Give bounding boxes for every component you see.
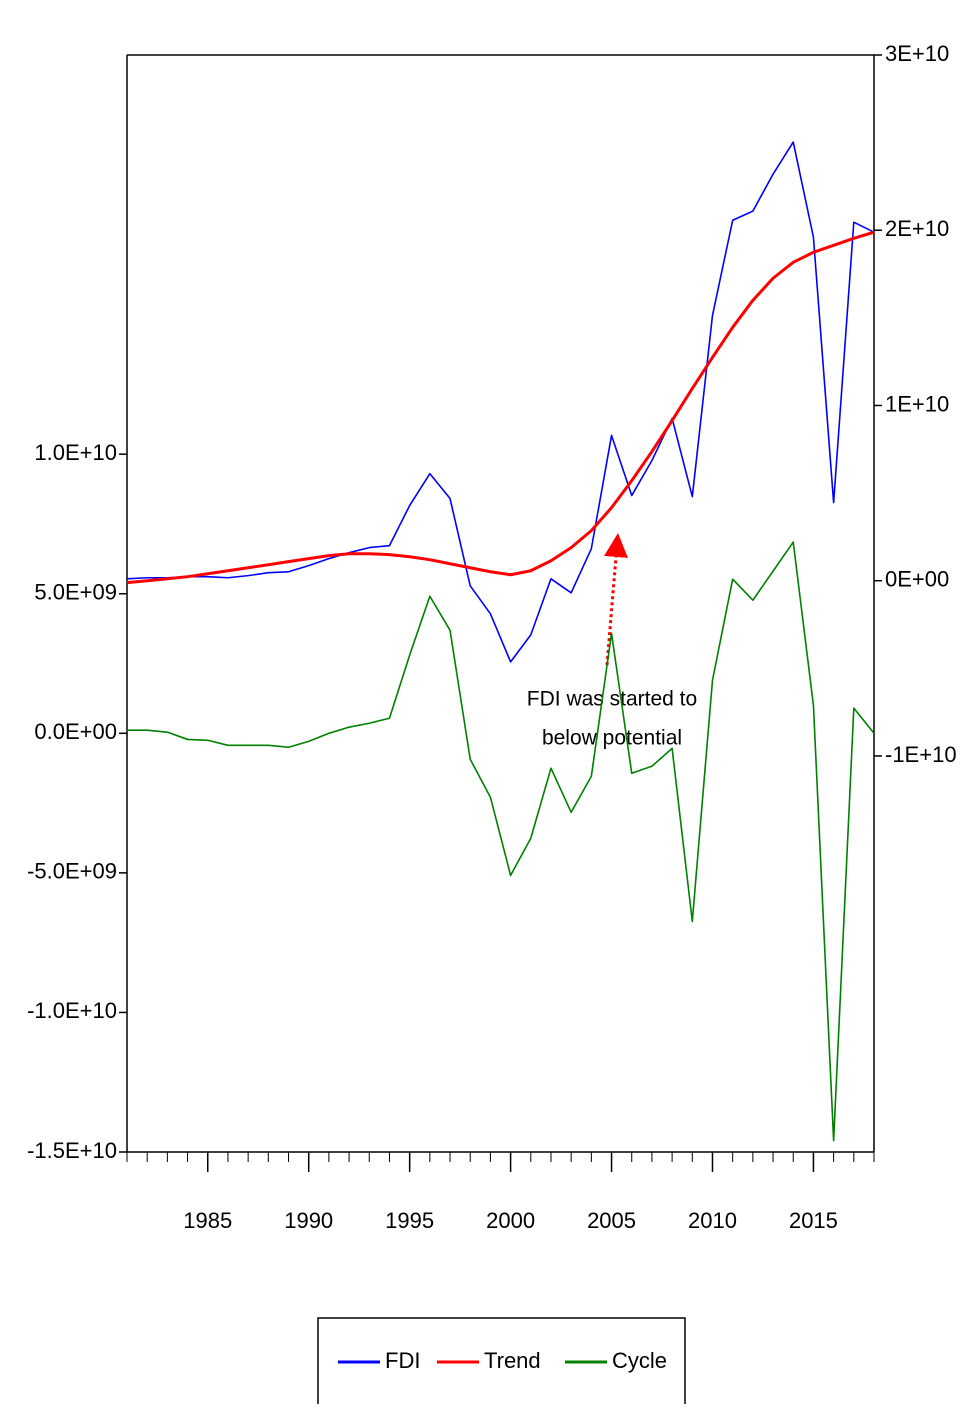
y-tick-label: -5.0E+09	[27, 859, 117, 884]
series-line	[126, 230, 875, 585]
series-line	[127, 541, 875, 1142]
legend-label: Trend	[484, 1348, 541, 1373]
y-tick-label: -1.0E+10	[27, 998, 117, 1023]
legend-box	[317, 1317, 686, 1404]
y2-tick-label: -1E+10	[885, 742, 957, 767]
x-tick-label: 1995	[385, 1208, 434, 1233]
legend-label: FDI	[385, 1348, 420, 1373]
x-tick-label: 1985	[183, 1208, 232, 1233]
y2-tick-label: 3E+10	[885, 41, 949, 66]
y2-tick-label: 1E+10	[885, 391, 949, 416]
y-tick-label: 1.0E+10	[34, 440, 117, 465]
x-tick-label: 2010	[688, 1208, 737, 1233]
annotation: below potential	[542, 727, 682, 750]
y-tick-label: -1.5E+10	[27, 1138, 117, 1163]
x-tick-label: 2015	[789, 1208, 838, 1233]
series-line	[126, 141, 875, 663]
y2-tick-label: 2E+10	[885, 216, 949, 241]
y2-tick-label: 0E+00	[885, 567, 949, 592]
x-tick-label: 1990	[284, 1208, 333, 1233]
legend-label: Cycle	[612, 1348, 667, 1373]
x-tick-label: 2005	[587, 1208, 636, 1233]
y-tick-label: 0.0E+00	[34, 719, 117, 744]
annotation-arrow	[604, 533, 628, 666]
annotation: FDI was started to	[527, 688, 697, 711]
x-tick-label: 2000	[486, 1208, 535, 1233]
y-tick-label: 5.0E+09	[34, 580, 117, 605]
